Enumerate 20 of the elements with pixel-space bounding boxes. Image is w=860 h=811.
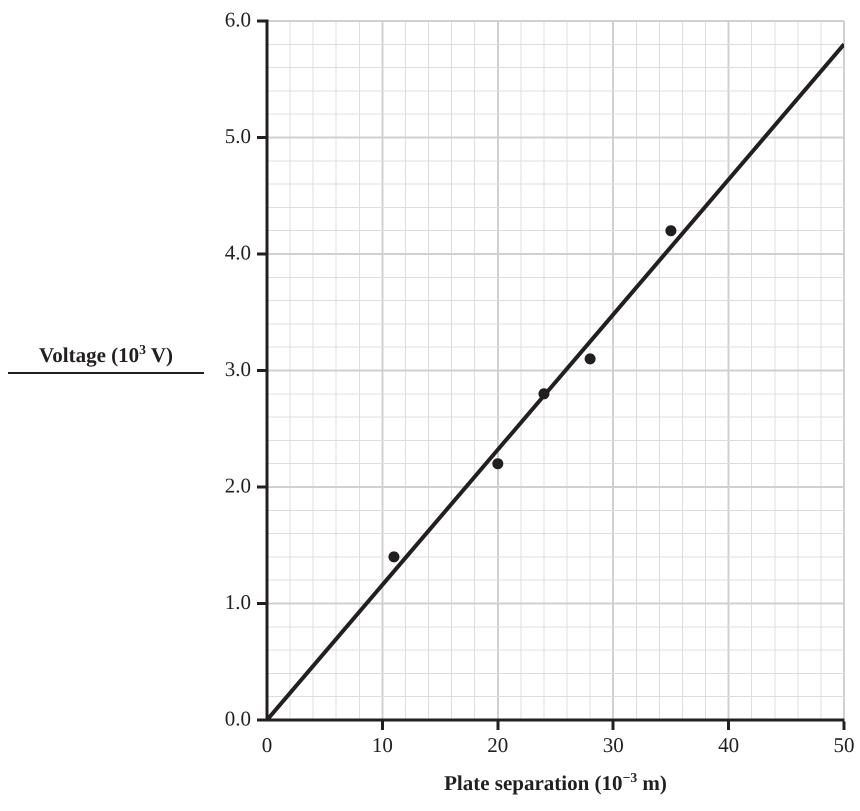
x-axis-title: Plate separation (10$^{−3}$ m) (443, 770, 668, 796)
x-tick-label: 40 (718, 733, 740, 758)
point (388, 551, 400, 562)
x-tick-label: 20 (487, 733, 508, 758)
y-tick-label: 6.0 (224, 8, 251, 32)
point (538, 388, 550, 400)
x-tick-label: 30 (602, 733, 624, 758)
point (492, 458, 504, 470)
x-tick-label: 0 (262, 733, 272, 758)
point (665, 225, 676, 236)
y-tick-label: 2.0 (224, 474, 251, 498)
x-tick-label: 50 (834, 733, 854, 758)
y-tick-label: 4.0 (224, 240, 251, 265)
y-tick-label: 1.0 (224, 590, 251, 614)
point (584, 353, 596, 364)
x-tick-label: 10 (372, 733, 393, 758)
y-axis-title: Voltage (10$^{3}$ V) (8, 342, 204, 374)
y-tick-label: 0.0 (224, 706, 251, 731)
y-tick-label: 3.0 (224, 357, 251, 382)
y-tick-label: 5.0 (224, 124, 251, 148)
